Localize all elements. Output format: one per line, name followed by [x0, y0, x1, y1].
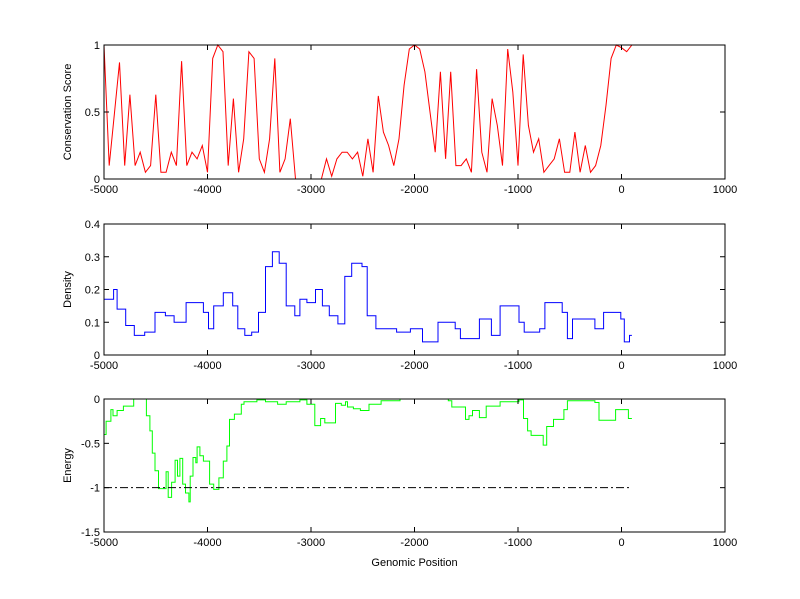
x-tick-label: -2000 — [400, 360, 428, 372]
y-tick-label: -1.5 — [81, 527, 100, 539]
y-tick-label: 0 — [94, 350, 100, 362]
x-tick-label: -4000 — [193, 184, 221, 196]
series-line-density — [104, 251, 632, 343]
x-tick-label: 1000 — [713, 184, 737, 196]
y-tick-label: 0.3 — [85, 252, 100, 264]
x-tick-label: 1000 — [713, 360, 737, 372]
y-tick-label: 0 — [94, 174, 100, 186]
x-tick-label: -3000 — [297, 360, 325, 372]
x-tick-label: 0 — [618, 537, 624, 549]
y-tick-label: 1 — [94, 40, 100, 52]
x-tick-label: -1000 — [504, 360, 532, 372]
x-tick-label: 0 — [618, 360, 624, 372]
y-tick-label: -0.5 — [81, 438, 100, 450]
x-tick-label: -3000 — [297, 537, 325, 549]
x-tick-label: 0 — [618, 184, 624, 196]
x-tick-label: -5000 — [90, 184, 118, 196]
x-tick-label: -5000 — [90, 537, 118, 549]
subplot-conservation: -5000 -4000 -3000 -2000 -1000 0 1000 0 0.5 1 Conse… — [62, 40, 737, 196]
series-line-conservation — [104, 44, 633, 180]
y-axis-label: Energy — [62, 448, 74, 483]
y-tick-label: 0.5 — [85, 107, 100, 119]
subplot-energy: -5000 -4000 -3000 -2000 -1000 0 1000 -1.5 -1 -0.5… — [62, 394, 737, 569]
x-tick-label: -2000 — [400, 537, 428, 549]
series-line-energy — [104, 398, 632, 503]
x-tick-label: -5000 — [90, 360, 118, 372]
y-tick-label: 0 — [94, 394, 100, 406]
x-tick-label: -1000 — [504, 184, 532, 196]
x-axis-label: Genomic Position — [371, 557, 457, 569]
subplot-density: -5000 -4000 -3000 -2000 -1000 0 1000 0 0.1 0.2 0.3… — [62, 219, 737, 372]
x-tick-label: 1000 — [713, 537, 737, 549]
y-tick-label: 0.4 — [85, 219, 100, 231]
x-tick-label: -3000 — [297, 184, 325, 196]
x-tick-label: -4000 — [193, 360, 221, 372]
y-axis-label: Conservation Score — [62, 64, 74, 161]
y-tick-label: -1 — [90, 483, 100, 495]
x-tick-label: -1000 — [504, 537, 532, 549]
y-tick-label: 0.1 — [85, 317, 100, 329]
x-tick-label: -4000 — [193, 537, 221, 549]
y-tick-label: 0.2 — [85, 285, 100, 297]
x-tick-label: -2000 — [400, 184, 428, 196]
y-axis-label: Density — [62, 271, 74, 308]
